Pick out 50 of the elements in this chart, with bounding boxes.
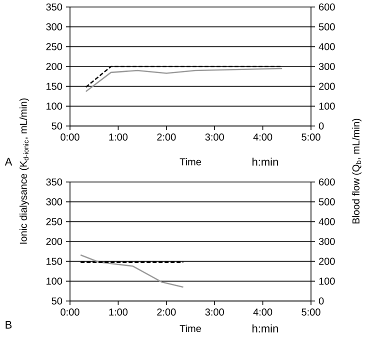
x-tick-label: 5:00	[302, 308, 320, 316]
y2-tick-label: 100	[319, 278, 335, 285]
y2-tick-label: 400	[318, 43, 335, 50]
text: h:min	[252, 158, 278, 166]
y-tick-label: 50	[52, 122, 62, 130]
y-tick-label: 300	[46, 23, 62, 30]
y2-tick-label: 500	[318, 198, 335, 206]
text: B	[6, 321, 12, 329]
x-tick-label: 2:00	[157, 134, 176, 141]
x-tick-label: 0:00	[60, 308, 80, 316]
y-tick-label: 100	[46, 278, 62, 285]
text: A	[4, 158, 12, 166]
y-tick-label: 150	[46, 258, 62, 265]
x-tick-label: 3:00	[205, 308, 224, 316]
y2-tick-label: 200	[319, 82, 335, 90]
text: h:min	[252, 324, 278, 332]
y2-tick-label: 300	[318, 238, 335, 246]
y2-tick-label: 600	[319, 3, 335, 11]
x-axis-title: Time	[180, 324, 201, 332]
y-tick-label: 100	[46, 102, 62, 110]
y2-tick-label: 0	[318, 122, 324, 130]
x-tick-label: 5:00	[302, 134, 320, 141]
y2-tick-label: 300	[318, 62, 335, 70]
y2-tick-label: 600	[319, 178, 335, 186]
y-tick-label: 250	[46, 218, 62, 226]
x-tick-label: 1:00	[109, 134, 128, 141]
y-tick-label: 50	[52, 297, 62, 305]
y-tick-label: 200	[46, 238, 62, 246]
y-tick-label: 350	[46, 3, 62, 11]
x-tick-label: 1:00	[109, 308, 128, 316]
x-axis-title: Time	[180, 158, 201, 166]
y-tick-label: 150	[46, 82, 62, 90]
line-series	[85, 68, 283, 92]
y2-tick-label: 400	[318, 218, 335, 226]
x-tick-label: 0:00	[60, 134, 80, 141]
y-tick-label: 200	[46, 62, 62, 70]
y-tick-label: 250	[46, 43, 62, 50]
y-tick-label: 300	[46, 198, 62, 206]
x-tick-label: 4:00	[253, 134, 272, 141]
y2-tick-label: 0	[318, 297, 324, 305]
line-series	[80, 254, 184, 288]
y-axis-title: Ionic dialysance (K$_{d-ionic}$, mL/min)	[20, 98, 29, 244]
y2-axis-title: Blood flow (Q$_{b}$, mL/min)	[352, 118, 362, 224]
y2-tick-label: 100	[319, 102, 335, 110]
y2-tick-label: 500	[318, 23, 335, 30]
y-tick-label: 350	[46, 178, 62, 186]
x-tick-label: 2:00	[157, 308, 176, 316]
x-tick-label: 3:00	[205, 134, 224, 141]
x-tick-label: 4:00	[253, 308, 272, 316]
y2-tick-label: 200	[319, 258, 335, 265]
